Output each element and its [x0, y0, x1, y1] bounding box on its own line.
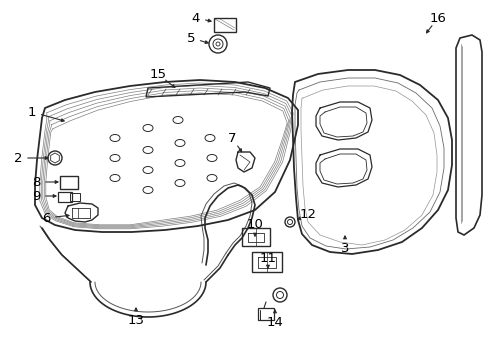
Text: 7: 7: [227, 131, 236, 144]
Text: 6: 6: [42, 211, 50, 225]
Text: 5: 5: [186, 31, 195, 45]
Text: 3: 3: [340, 242, 348, 255]
Text: 1: 1: [28, 105, 36, 118]
Text: 16: 16: [428, 12, 446, 24]
Text: 13: 13: [127, 314, 144, 327]
Bar: [58, 192, 72, 202]
Text: 10: 10: [246, 219, 263, 231]
Text: 15: 15: [149, 68, 166, 81]
Text: 14: 14: [266, 315, 283, 328]
Bar: [258, 308, 273, 320]
Bar: [70, 193, 80, 201]
Bar: [60, 176, 78, 189]
Text: 11: 11: [259, 252, 276, 265]
Text: 12: 12: [299, 208, 316, 221]
Bar: [214, 18, 236, 32]
Text: 2: 2: [14, 152, 22, 165]
Text: 4: 4: [191, 12, 200, 24]
Text: 8: 8: [32, 175, 40, 189]
Text: 9: 9: [32, 189, 40, 202]
